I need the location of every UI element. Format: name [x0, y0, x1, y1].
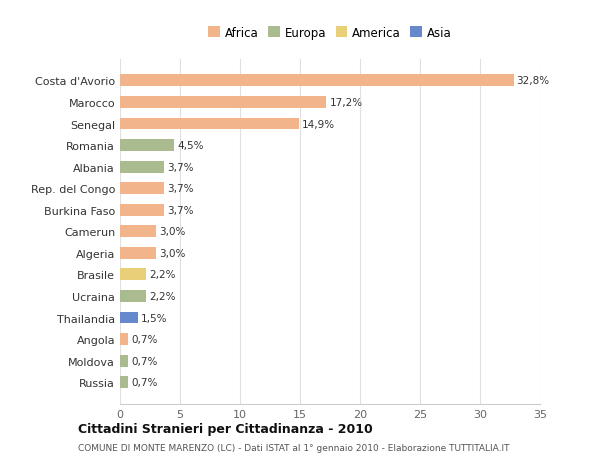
Bar: [120, 183, 164, 195]
Text: 3,0%: 3,0%: [159, 227, 185, 237]
Bar: [120, 333, 128, 345]
Text: 2,2%: 2,2%: [149, 291, 176, 301]
Bar: [120, 97, 326, 109]
Bar: [120, 312, 138, 324]
Text: 3,7%: 3,7%: [167, 162, 194, 172]
Bar: [120, 140, 174, 151]
Bar: [120, 204, 164, 216]
Bar: [120, 226, 156, 238]
Text: 17,2%: 17,2%: [329, 98, 362, 108]
Bar: [120, 162, 164, 173]
Text: Cittadini Stranieri per Cittadinanza - 2010: Cittadini Stranieri per Cittadinanza - 2…: [78, 422, 373, 436]
Legend: Africa, Europa, America, Asia: Africa, Europa, America, Asia: [206, 24, 454, 42]
Bar: [120, 355, 128, 367]
Bar: [120, 118, 299, 130]
Text: 2,2%: 2,2%: [149, 270, 176, 280]
Text: COMUNE DI MONTE MARENZO (LC) - Dati ISTAT al 1° gennaio 2010 - Elaborazione TUTT: COMUNE DI MONTE MARENZO (LC) - Dati ISTA…: [78, 443, 509, 452]
Bar: [120, 291, 146, 302]
Bar: [120, 247, 156, 259]
Bar: [120, 269, 146, 281]
Text: 14,9%: 14,9%: [302, 119, 335, 129]
Bar: [120, 376, 128, 388]
Text: 0,7%: 0,7%: [131, 377, 158, 387]
Text: 3,7%: 3,7%: [167, 205, 194, 215]
Bar: [120, 75, 514, 87]
Text: 1,5%: 1,5%: [141, 313, 167, 323]
Text: 32,8%: 32,8%: [517, 76, 550, 86]
Text: 4,5%: 4,5%: [177, 141, 203, 151]
Text: 3,7%: 3,7%: [167, 184, 194, 194]
Text: 0,7%: 0,7%: [131, 356, 158, 366]
Text: 0,7%: 0,7%: [131, 334, 158, 344]
Text: 3,0%: 3,0%: [159, 248, 185, 258]
